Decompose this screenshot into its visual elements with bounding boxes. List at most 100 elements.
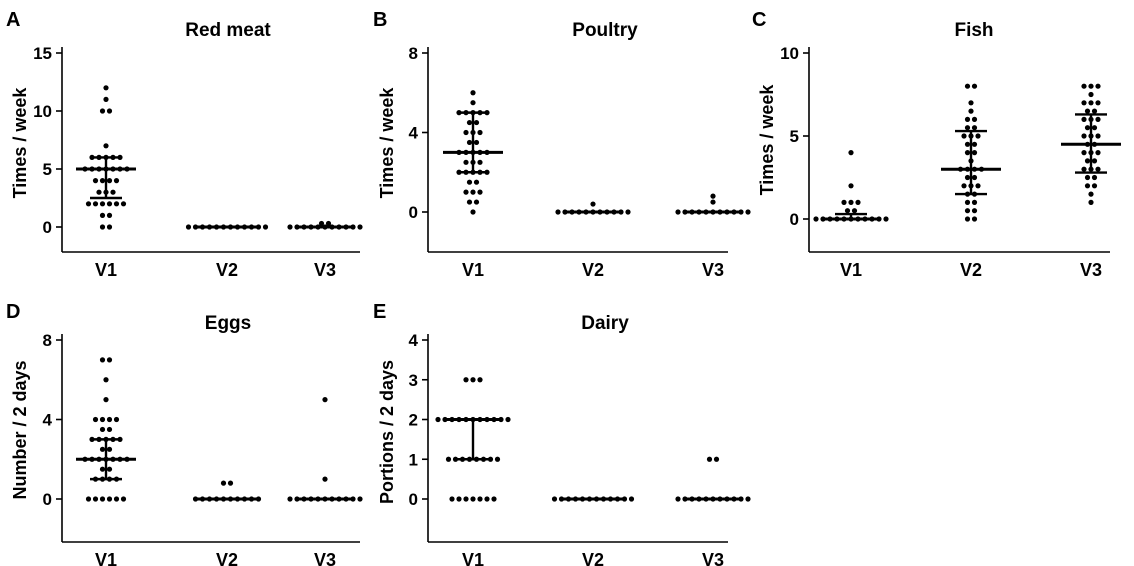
data-point: [1081, 133, 1087, 139]
data-point: [120, 201, 127, 207]
panel-letter: D: [6, 301, 20, 323]
data-point: [473, 119, 480, 126]
plot-area: 0 5 10 15 V1 V2 V3: [33, 44, 363, 280]
data-point: [357, 224, 363, 230]
panel-c: C Fish Times / week 0 5 10 V1 V2 V3: [752, 9, 1121, 280]
data-point: [813, 216, 819, 222]
data-point: [1091, 158, 1098, 164]
x-tick-label: V2: [582, 260, 604, 280]
y-axis-label: Times / week: [377, 87, 397, 199]
data-point: [463, 189, 469, 195]
data-point: [113, 178, 120, 184]
data-point: [625, 209, 631, 215]
data-point: [99, 466, 106, 472]
panel-title: Fish: [954, 20, 993, 41]
data-point: [971, 150, 978, 156]
data-point: [96, 189, 102, 195]
data-point: [487, 456, 494, 462]
data-point: [964, 141, 971, 147]
data-point: [106, 357, 113, 363]
data-point: [477, 496, 483, 502]
panel-letter: C: [752, 9, 766, 31]
data-point: [466, 139, 473, 146]
data-point: [456, 496, 462, 502]
data-point: [745, 496, 751, 502]
data-point: [103, 96, 109, 102]
x-tick-label: V3: [314, 550, 336, 566]
panel-d: D Eggs Number / 2 days 0 4 8 V1 V2 V3: [6, 301, 363, 566]
data-point: [964, 150, 971, 156]
data-point: [357, 496, 363, 502]
plot-area: 0 4 8 V1 V2 V3: [43, 331, 363, 566]
data-point: [192, 496, 199, 502]
data-point: [1081, 83, 1087, 89]
x-tick-label: V1: [840, 260, 862, 280]
data-point: [1095, 166, 1101, 172]
data-point: [106, 108, 113, 114]
data-point: [1088, 100, 1094, 106]
x-tick-label: V2: [216, 260, 238, 280]
data-point: [103, 85, 109, 91]
data-point: [106, 178, 113, 184]
data-point: [466, 119, 473, 126]
data-point: [473, 139, 480, 146]
data-point: [220, 480, 227, 486]
data-point: [466, 179, 473, 185]
data-point: [855, 199, 861, 205]
data-point: [964, 83, 971, 89]
y-tick-label: 4: [409, 124, 419, 143]
data-point: [322, 397, 328, 403]
data-point: [555, 209, 561, 215]
y-tick-label: 8: [409, 44, 418, 63]
data-point: [322, 476, 328, 482]
data-point: [227, 480, 234, 486]
data-point: [1081, 116, 1087, 122]
y-tick-label: 8: [43, 331, 52, 350]
plot-area: 0 1 2 3 4 V1 V2 V3: [409, 331, 751, 566]
data-point: [262, 224, 269, 230]
y-tick-label: 0: [43, 218, 52, 237]
data-point: [470, 90, 476, 96]
data-point: [452, 456, 459, 462]
plot-area: 0 5 10 V1 V2 V3: [780, 44, 1121, 280]
y-axis-label: Number / 2 days: [10, 360, 30, 499]
x-tick-label: V3: [1080, 260, 1102, 280]
data-point: [103, 397, 109, 403]
y-axis-label: Portions / 2 days: [377, 360, 397, 504]
panel-title: Eggs: [205, 313, 251, 334]
data-point: [971, 141, 978, 147]
data-point: [1081, 100, 1087, 106]
panel-e: E Dairy Portions / 2 days 0 1 2 3 4 V1 V2 V3: [373, 301, 751, 566]
data-point: [99, 178, 106, 184]
data-point: [106, 466, 113, 472]
x-tick-label: V3: [314, 260, 336, 280]
data-point: [1095, 83, 1101, 89]
data-point: [106, 446, 113, 452]
data-point: [120, 496, 127, 502]
data-point: [505, 416, 511, 423]
data-point: [1095, 116, 1101, 122]
data-point: [449, 496, 455, 502]
x-tick-label: V1: [462, 550, 484, 566]
panel-b: B Poultry Times / week 0 4 8 V1 V2 V3: [373, 9, 751, 280]
data-point: [99, 496, 106, 502]
data-point: [971, 83, 978, 89]
data-point: [851, 208, 858, 214]
panel-letter: A: [6, 9, 20, 31]
y-tick-label: 10: [780, 44, 799, 63]
data-point: [92, 496, 99, 502]
y-tick-label: 4: [43, 411, 53, 430]
y-tick-label: 0: [43, 490, 52, 509]
y-tick-label: 3: [409, 371, 418, 390]
x-tick-label: V3: [702, 550, 724, 566]
data-point: [961, 183, 967, 189]
panel-letter: B: [373, 9, 387, 31]
data-point: [883, 216, 889, 222]
data-point: [477, 189, 483, 195]
data-point: [590, 201, 596, 207]
data-point: [463, 159, 469, 165]
data-point: [848, 150, 854, 156]
data-point: [85, 496, 92, 502]
data-point: [470, 100, 476, 106]
data-point: [844, 208, 851, 214]
